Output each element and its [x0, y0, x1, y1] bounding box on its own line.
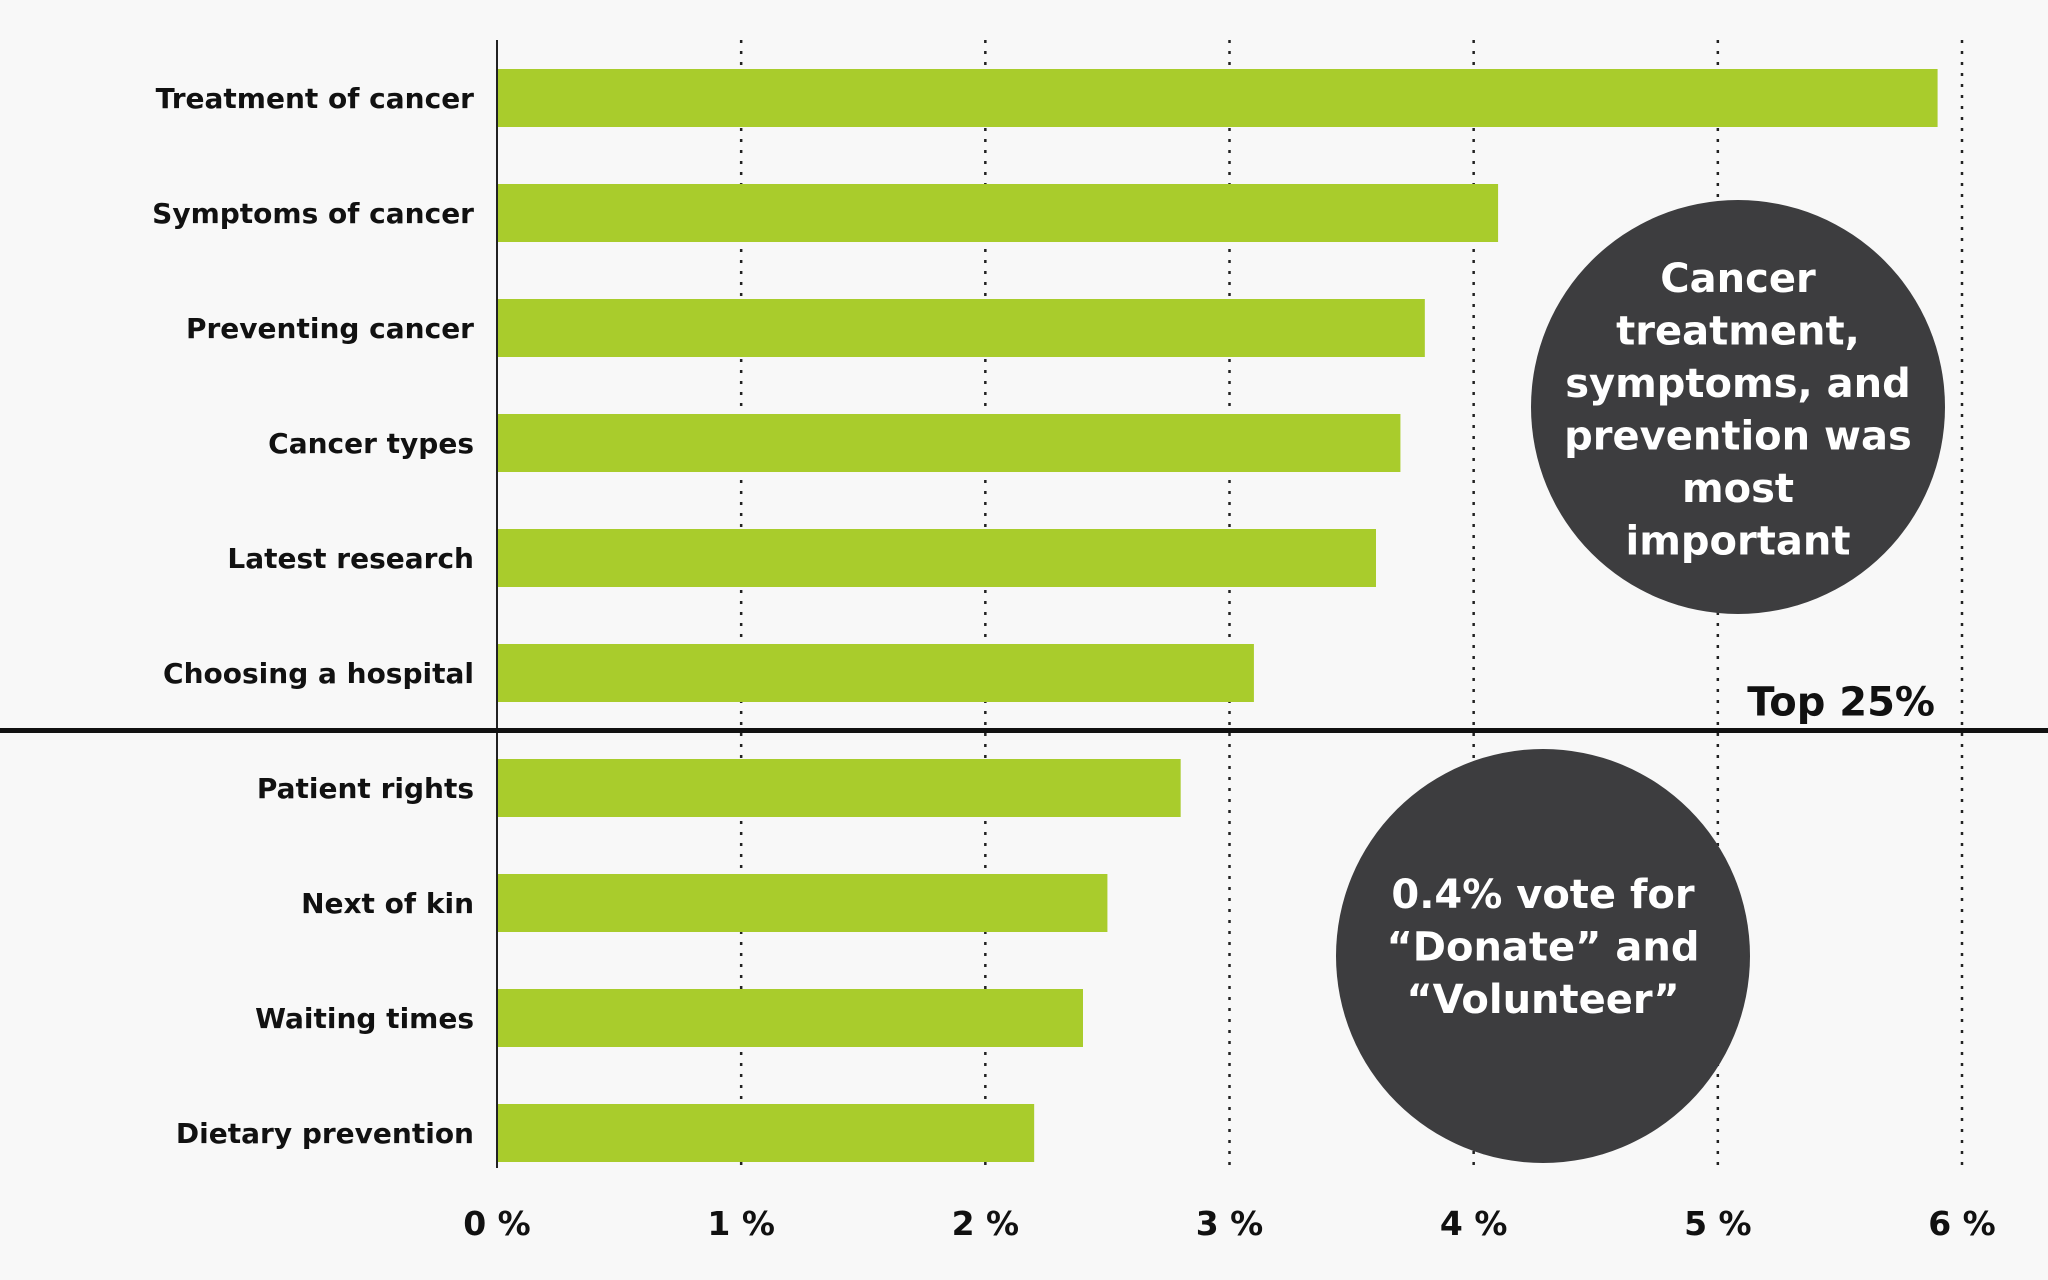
x-tick-label: 1 % [707, 1204, 775, 1243]
bar [497, 644, 1254, 702]
callout-text: 0.4% vote for [1391, 872, 1694, 918]
x-tick-label: 3 % [1196, 1204, 1264, 1243]
callout-text: prevention was [1564, 414, 1912, 460]
category-label: Next of kin [301, 887, 474, 920]
callout-text: symptoms, and [1565, 361, 1911, 407]
category-label: Treatment of cancer [156, 82, 475, 115]
bars [497, 69, 1938, 1162]
bar [497, 1104, 1035, 1162]
x-tick-label: 2 % [952, 1204, 1020, 1243]
category-label: Dietary prevention [176, 1117, 474, 1150]
callouts: Cancer treatment, symptoms, and prevention … [1336, 200, 1945, 1163]
category-label: Waiting times [255, 1002, 474, 1035]
category-label: Symptoms of cancer [152, 197, 474, 230]
x-tick-label: 0 % [463, 1204, 531, 1243]
category-label: Patient rights [257, 772, 474, 805]
category-label: Cancer types [268, 427, 474, 460]
callout-text: important [1626, 519, 1851, 565]
callout-circle [1336, 749, 1750, 1163]
category-label: Latest research [227, 542, 474, 575]
callout-text: most [1682, 466, 1794, 512]
bar [497, 184, 1499, 242]
bar [497, 299, 1425, 357]
category-label: Choosing a hospital [163, 657, 474, 690]
bar [497, 529, 1376, 587]
x-tick-label: 5 % [1684, 1204, 1752, 1243]
callout-text: “Volunteer” [1406, 977, 1679, 1023]
x-tick-labels: 0 % 1 % 2 % 3 % 4 % 5 % 6 % [463, 1204, 1996, 1243]
callout-text: “Donate” and [1386, 925, 1699, 971]
threshold-label: Top 25% [1747, 680, 1935, 726]
bar [497, 759, 1181, 817]
bar [497, 414, 1401, 472]
x-tick-label: 6 % [1928, 1204, 1996, 1243]
category-label: Preventing cancer [186, 312, 474, 345]
bar [497, 69, 1938, 127]
callout-circle [1531, 200, 1945, 614]
category-labels: Treatment of cancer Symptoms of cancer Pre… [152, 82, 474, 1150]
x-tick-label: 4 % [1440, 1204, 1508, 1243]
bar [497, 989, 1083, 1047]
callout-text: Cancer [1660, 256, 1816, 302]
bar [497, 874, 1108, 932]
callout-text: treatment, [1616, 309, 1860, 355]
